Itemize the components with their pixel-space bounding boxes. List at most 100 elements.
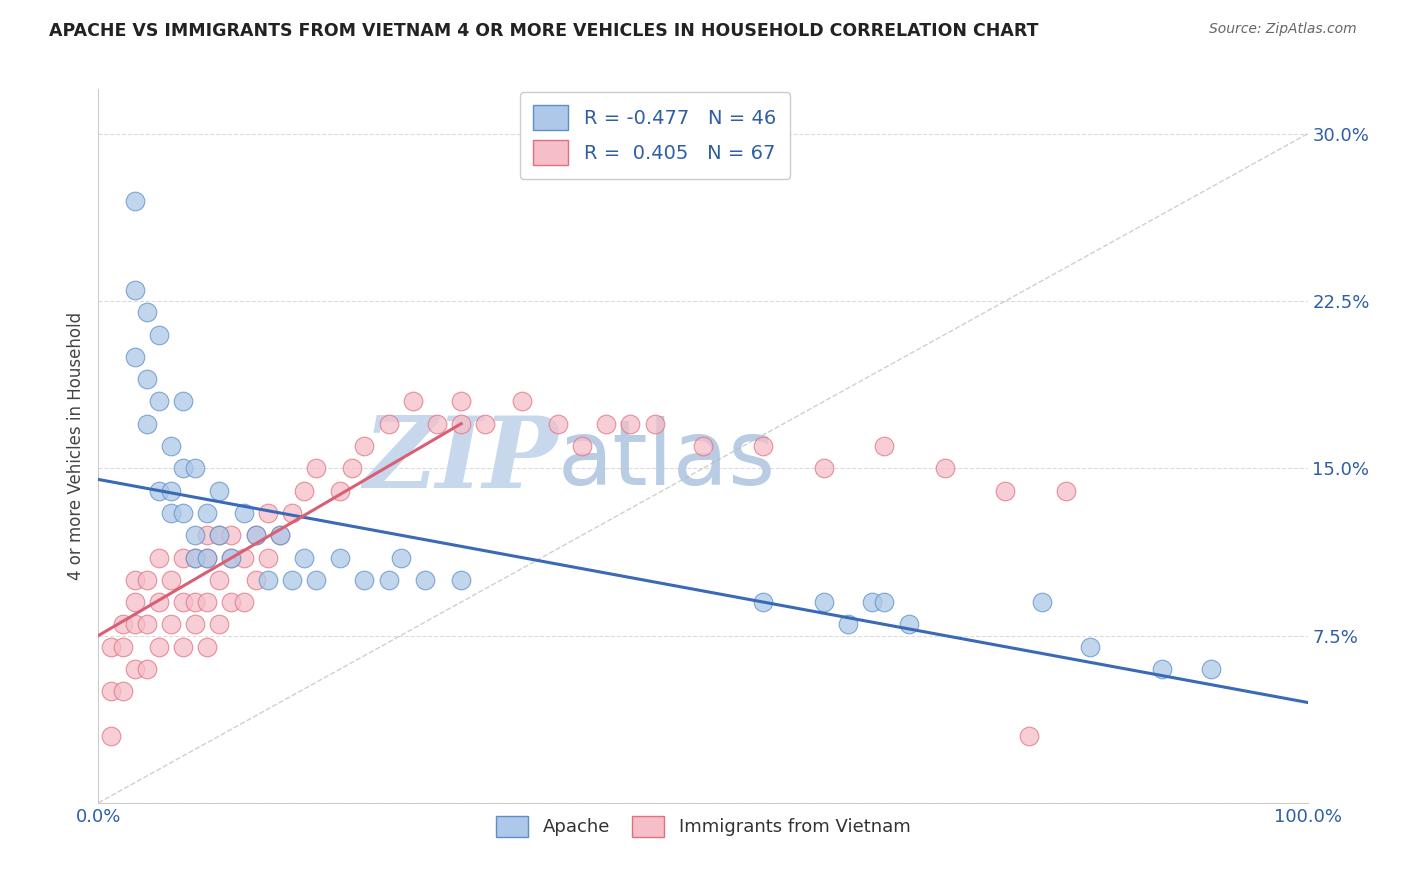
Point [1018,729,1040,743]
Point [124,350,146,364]
Point [474,417,496,431]
Point [1078,640,1101,654]
Point [281,573,304,587]
Point [292,483,315,498]
Point [184,550,207,565]
Point [184,461,207,475]
Point [195,550,218,565]
Point [135,617,157,632]
Point [245,573,267,587]
Point [172,595,194,609]
Point [837,617,859,632]
Point [1152,662,1174,676]
Point [547,417,569,431]
Point [413,573,436,587]
Point [377,417,399,431]
Text: ZIP: ZIP [363,412,558,508]
Point [450,417,472,431]
Point [692,439,714,453]
Point [1054,483,1077,498]
Point [644,417,666,431]
Point [1031,595,1053,609]
Point [221,528,243,542]
Point [329,550,352,565]
Point [195,528,218,542]
Point [148,327,170,342]
Point [353,439,375,453]
Y-axis label: 4 or more Vehicles in Household: 4 or more Vehicles in Household [66,312,84,580]
Point [402,394,425,409]
Point [195,506,218,520]
Point [135,372,157,386]
Point [305,461,328,475]
Point [148,483,170,498]
Point [510,394,533,409]
Point [124,662,146,676]
Point [897,617,920,632]
Point [256,506,278,520]
Point [232,550,254,565]
Point [160,439,183,453]
Point [124,283,146,297]
Point [100,729,122,743]
Point [184,550,207,565]
Point [124,617,146,632]
Point [184,595,207,609]
Point [292,550,315,565]
Point [377,573,399,587]
Point [389,550,412,565]
Point [752,595,775,609]
Point [160,573,183,587]
Text: APACHE VS IMMIGRANTS FROM VIETNAM 4 OR MORE VEHICLES IN HOUSEHOLD CORRELATION CH: APACHE VS IMMIGRANTS FROM VIETNAM 4 OR M… [49,22,1039,40]
Point [111,640,134,654]
Point [860,595,883,609]
Point [450,573,472,587]
Point [342,461,364,475]
Point [100,684,122,698]
Point [135,662,157,676]
Point [172,640,194,654]
Point [124,595,146,609]
Point [873,595,896,609]
Point [160,506,183,520]
Point [148,394,170,409]
Point [353,573,375,587]
Point [172,506,194,520]
Point [208,483,231,498]
Point [135,305,157,319]
Point [148,595,170,609]
Point [195,550,218,565]
Point [135,417,157,431]
Point [595,417,617,431]
Point [305,573,328,587]
Point [135,573,157,587]
Point [245,528,267,542]
Point [232,595,254,609]
Point [195,595,218,609]
Point [994,483,1017,498]
Point [221,595,243,609]
Point [752,439,775,453]
Point [619,417,641,431]
Point [208,528,231,542]
Point [172,550,194,565]
Point [571,439,593,453]
Point [124,573,146,587]
Point [160,617,183,632]
Point [111,684,134,698]
Point [934,461,956,475]
Point [245,528,267,542]
Legend: Apache, Immigrants from Vietnam: Apache, Immigrants from Vietnam [488,808,918,844]
Point [813,461,835,475]
Point [111,617,134,632]
Point [813,595,835,609]
Point [269,528,291,542]
Point [329,483,352,498]
Point [1199,662,1222,676]
Point [172,461,194,475]
Point [208,528,231,542]
Point [269,528,291,542]
Point [426,417,449,431]
Text: Source: ZipAtlas.com: Source: ZipAtlas.com [1209,22,1357,37]
Point [184,528,207,542]
